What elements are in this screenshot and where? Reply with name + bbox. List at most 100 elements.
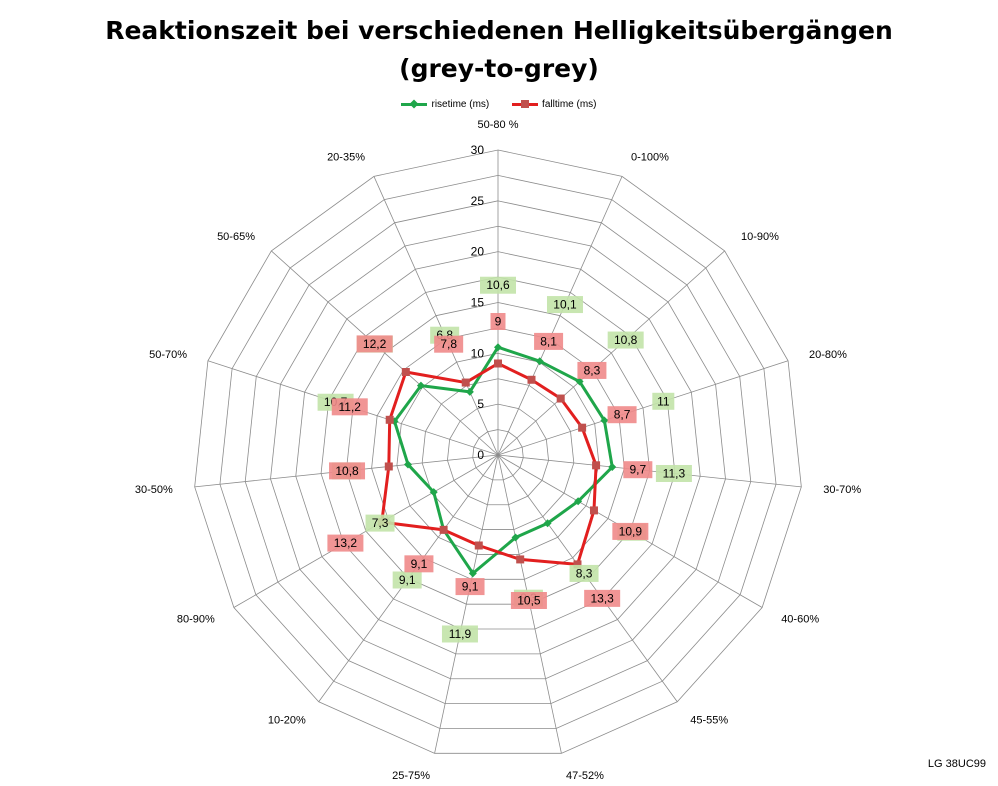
grid-ring <box>421 378 575 530</box>
category-label: 10-20% <box>268 715 306 727</box>
grid-ring <box>194 149 802 754</box>
data-label-text: 10,8 <box>614 333 638 347</box>
category-label: 45-55% <box>690 715 728 727</box>
data-label: 13,2 <box>327 534 364 552</box>
data-point <box>575 377 584 386</box>
data-point <box>465 387 474 396</box>
data-label-text: 8,3 <box>576 566 593 580</box>
grid-ring <box>320 276 676 630</box>
radar-grid <box>194 149 802 754</box>
data-point <box>494 359 502 368</box>
data-label: 12,2 <box>356 335 393 353</box>
legend: risetime (ms) falltime (ms) <box>0 98 998 110</box>
data-point <box>439 525 448 534</box>
grid-ring <box>345 302 651 605</box>
legend-label-risetime: risetime (ms) <box>431 99 490 110</box>
grid-spoke <box>271 250 499 456</box>
data-label-bg <box>441 625 478 643</box>
data-label-text: 10,5 <box>517 593 541 607</box>
data-point <box>527 375 536 384</box>
data-point <box>474 541 483 550</box>
radial-tick-label: 5 <box>477 397 484 411</box>
data-label-text: 11,3 <box>663 466 686 480</box>
data-label: 8,3 <box>569 564 599 582</box>
data-point <box>401 368 410 377</box>
data-label: 10,6 <box>480 276 516 294</box>
data-label-bg <box>655 464 692 482</box>
data-label: 9,7 <box>623 461 653 479</box>
watermark: LG 38UC99 <box>927 758 986 770</box>
grid-ring <box>219 175 777 729</box>
legend-label-falltime: falltime (ms) <box>542 99 597 110</box>
radial-tick-label: 25 <box>471 194 485 208</box>
chart-title-line1: Reaktionszeit bei verschiedenen Helligke… <box>105 16 893 45</box>
series-line <box>380 362 598 566</box>
grid-spoke <box>373 176 499 456</box>
grid-ring <box>371 327 625 580</box>
data-label-text: 9,1 <box>399 573 416 587</box>
data-label: 10,1 <box>546 296 583 314</box>
data-label-text: 8,7 <box>614 408 631 422</box>
category-label: 40-60% <box>781 614 819 626</box>
data-label-bg <box>331 398 368 416</box>
data-label-bg <box>652 392 675 410</box>
data-point <box>535 357 544 366</box>
data-label: 8,7 <box>607 406 637 424</box>
radial-tick-label: 0 <box>477 448 484 462</box>
radial-tick-labels: 0 5 10 15 20 25 30 <box>471 143 485 462</box>
legend-swatch-risetime <box>401 99 428 109</box>
data-label-text: 10,6 <box>486 278 510 292</box>
data-label-bg <box>534 332 564 350</box>
data-label-bg <box>607 406 637 424</box>
data-label-bg <box>577 361 607 379</box>
radial-tick-label: 10 <box>471 346 485 360</box>
category-label: 30-70% <box>823 484 861 496</box>
legend-swatch-falltime <box>512 100 539 108</box>
category-label: 20-35% <box>327 151 365 163</box>
data-label-text: 10,1 <box>553 298 577 312</box>
data-label-bg <box>623 461 653 479</box>
series-falltime <box>377 359 601 569</box>
category-label: 80-90% <box>177 614 215 626</box>
data-label: 7,3 <box>365 514 395 532</box>
data-label-bg <box>480 276 516 294</box>
data-labels-risetime: 10,610,110,81111,39,18,38,311,99,17,38,9… <box>317 276 692 643</box>
data-label-bg <box>404 555 434 573</box>
data-point <box>589 506 598 515</box>
grid-ring <box>270 225 726 680</box>
data-label-bg <box>356 335 393 353</box>
data-point <box>578 423 587 432</box>
chart-title: Reaktionszeit bei verschiedenen Helligke… <box>0 12 998 88</box>
data-label: 8,3 <box>577 361 607 379</box>
data-label-text: 10,8 <box>335 464 359 478</box>
data-label-text: 7,3 <box>372 516 389 530</box>
data-point <box>574 497 583 506</box>
data-label: 10,8 <box>329 462 366 480</box>
data-label-text: 9,1 <box>411 557 428 571</box>
grid-spoke <box>497 176 623 456</box>
data-label-text: 12,2 <box>363 337 387 351</box>
data-point <box>385 415 394 424</box>
data-label-text: 7,8 <box>440 337 457 351</box>
data-point <box>543 519 552 528</box>
data-label: 7,8 <box>434 335 464 353</box>
data-label-bg <box>455 578 485 596</box>
data-label: 9,1 <box>392 571 422 589</box>
data-label-text: 11,9 <box>449 627 472 641</box>
grid-ring <box>447 403 549 506</box>
grid-ring <box>472 429 524 481</box>
category-label: 50-70% <box>149 349 187 361</box>
grid-spoke <box>497 250 725 456</box>
data-label-text: 8,1 <box>540 334 557 348</box>
data-label-bg <box>327 534 364 552</box>
data-label-text: 9,1 <box>462 580 479 594</box>
grid-spoke <box>497 360 789 456</box>
data-label: 11 <box>652 392 675 410</box>
data-label: 9,1 <box>455 578 485 596</box>
data-label: 11,9 <box>441 625 478 643</box>
radial-tick-label: 15 <box>471 296 485 310</box>
radial-tick-label: 20 <box>471 245 485 259</box>
data-label-bg <box>365 514 395 532</box>
data-point <box>429 488 438 497</box>
radial-tick-label: 30 <box>471 143 485 157</box>
